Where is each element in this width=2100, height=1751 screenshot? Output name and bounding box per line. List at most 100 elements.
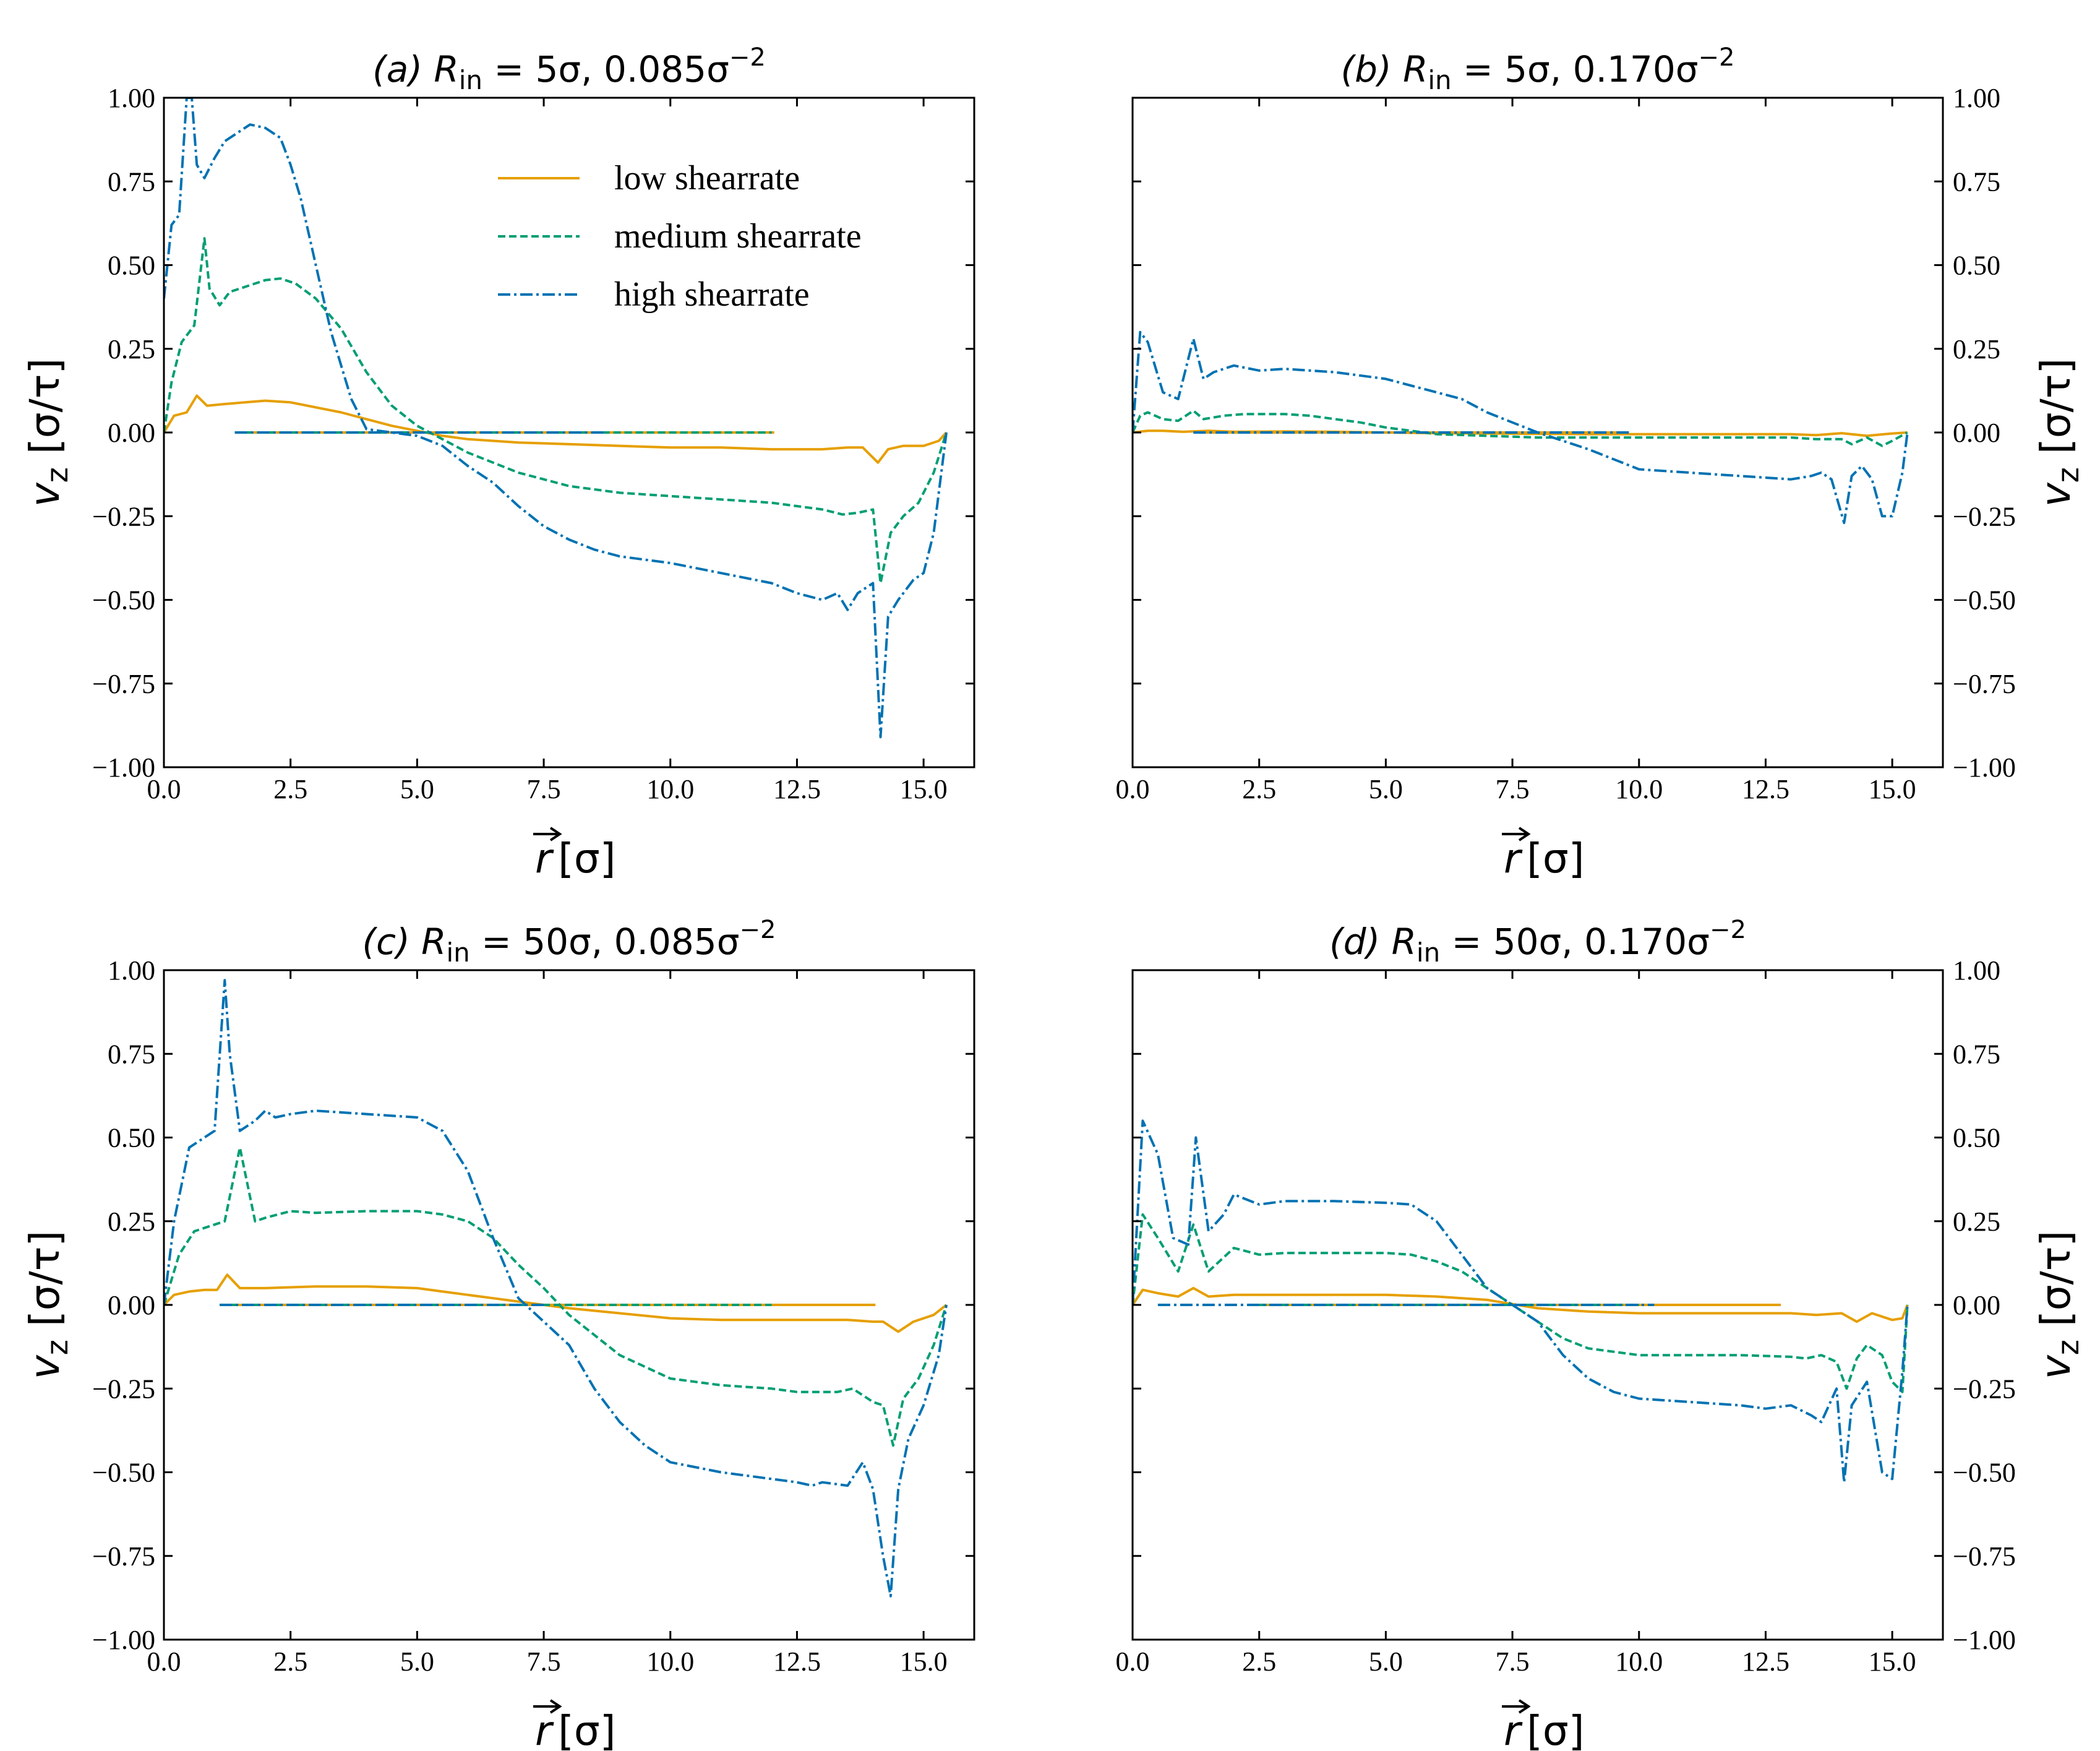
series-group [1133,1119,1909,1484]
y-tick-label: 1.00 [108,83,155,113]
series-line-low [164,394,948,464]
y-tick-label: 1.00 [108,955,155,986]
x-tick-label: 12.5 [773,774,821,804]
y-tick-label: 0.75 [1953,166,2000,197]
x-tick-label: 10.0 [1615,774,1663,804]
series-line-low [164,1273,948,1333]
vector-arrow-head [549,1699,562,1714]
y-tick-label: 0.00 [108,418,155,448]
x-tick-label: 2.5 [1242,774,1276,804]
y-tick-label: −1.00 [92,752,155,783]
x-tick-label: 2.5 [1242,1646,1276,1677]
y-tick-label: 0.00 [108,1290,155,1320]
x-tick-label: 12.5 [773,1646,821,1677]
y-tick-label: −0.75 [92,1541,155,1572]
y-tick-label: −0.50 [92,585,155,616]
x-tick-label: 15.0 [900,1646,948,1677]
vector-arrow-head [1518,1699,1531,1714]
legend-label-high: high shearrate [614,275,810,314]
series-group [1133,330,1909,525]
legend: low shearrate medium shearrate high shearr… [498,159,862,314]
y-tick-label: 0.00 [1953,1290,2000,1320]
x-tick-label: 2.5 [273,1646,307,1677]
panel-title: (c) Rin = 50σ, 0.085σ−2 [362,916,776,968]
x-tick-label: 15.0 [1869,774,1916,804]
svg-text:r[σ]: r [σ] [1504,835,1584,882]
panel-title: (d) Rin = 50σ, 0.170σ−2 [1329,916,1746,968]
y-tick-label: −0.75 [1953,1541,2016,1572]
y-tick-label: −0.50 [1953,1458,2016,1488]
y-axis-label: vz [σ/τ] [2032,358,2086,507]
x-tick-label: 5.0 [400,1646,434,1677]
legend-label-low: low shearrate [614,159,800,197]
x-tick-label: 12.5 [1742,1646,1789,1677]
series-line-medium [1133,409,1908,447]
series-group [164,979,948,1598]
y-tick-label: 0.00 [1953,418,2000,448]
x-tick-label: 0.0 [1116,1646,1150,1677]
y-tick-label: 0.50 [108,251,155,281]
series-line-high [1133,330,1909,525]
y-tick-label: 0.25 [1953,334,2000,364]
series-line-low [1133,1286,1909,1323]
x-tick-label: 0.0 [147,774,181,804]
y-tick-label: −0.25 [1953,1374,2016,1404]
y-tick-label: −1.00 [1953,752,2016,783]
vector-arrow-head [549,827,562,841]
vector-arrow-head [1518,827,1531,841]
series-line-medium [1133,1213,1909,1393]
panel-c: (c) Rin = 50σ, 0.085σ−2 0.0 2.5 5.0 7.5 10.0 1… [21,916,975,1751]
y-tick-label: 0.50 [108,1123,155,1153]
y-tick-label: −0.50 [92,1458,155,1488]
x-axis-label: r [σ] [1502,1699,1584,1751]
y-tick-label: −1.00 [92,1625,155,1655]
y-axis-label: vz [σ/τ] [2032,1231,2086,1380]
svg-text:r[σ]: r [σ] [1504,1707,1584,1751]
x-tick-label: 10.0 [646,774,694,804]
panel-title: (b) Rin = 5σ, 0.170σ−2 [1341,43,1735,95]
y-tick-label: −0.25 [92,1374,155,1404]
x-tick-label: 10.0 [1615,1646,1663,1677]
x-tick-label: 5.0 [1369,1646,1403,1677]
x-axis-label: r [σ] [1502,827,1584,882]
y-tick-label: 1.00 [1953,955,2000,986]
y-tick-label: 0.25 [108,334,155,364]
y-axis-label: vz [σ/τ] [21,1231,75,1380]
x-tick-label: 5.0 [1369,774,1403,804]
panel-d: (d) Rin = 50σ, 0.170σ−2 0.0 2.5 5.0 7.5 10.0 1… [1116,916,2086,1751]
y-tick-label: 0.25 [1953,1207,2000,1237]
x-tick-label: 2.5 [273,774,307,804]
x-tick-label: 5.0 [400,774,434,804]
y-tick-label: −1.00 [1953,1625,2016,1655]
panel-b: (b) Rin = 5σ, 0.170σ−2 0.0 2.5 5.0 7.5 10.0 12… [1116,43,2086,882]
series-line-high [164,98,948,739]
panel-a: (a) Rin = 5σ, 0.085σ−2 0.0 2.5 5.0 7.5 10.0 12… [21,43,975,882]
series-line-medium [164,1146,948,1447]
x-tick-label: 7.5 [1496,1646,1530,1677]
x-axis-label: r [σ] [533,827,615,882]
series-line-high [164,979,948,1598]
x-tick-label: 10.0 [646,1646,694,1677]
y-tick-label: 0.50 [1953,1123,2000,1153]
y-tick-label: 0.75 [108,1039,155,1069]
y-tick-label: 0.75 [1953,1039,2000,1069]
x-tick-label: 0.0 [147,1646,181,1677]
series-line-medium [164,237,948,585]
svg-text:r[σ]: r [σ] [535,835,615,882]
x-tick-label: 7.5 [1496,774,1530,804]
y-tick-label: −0.50 [1953,585,2016,616]
series-line-high [1133,1119,1909,1484]
x-axis-label: r [σ] [533,1699,615,1751]
y-tick-label: 1.00 [1953,83,2000,113]
x-tick-label: 15.0 [900,774,948,804]
y-tick-label: −0.25 [1953,501,2016,531]
x-tick-label: 7.5 [527,1646,561,1677]
y-tick-label: 0.50 [1953,251,2000,281]
y-tick-label: −0.25 [92,501,155,531]
x-tick-label: 15.0 [1869,1646,1916,1677]
x-tick-label: 0.0 [1116,774,1150,804]
legend-label-medium: medium shearrate [614,217,862,256]
series-group [164,98,948,739]
x-tick-label: 12.5 [1742,774,1789,804]
